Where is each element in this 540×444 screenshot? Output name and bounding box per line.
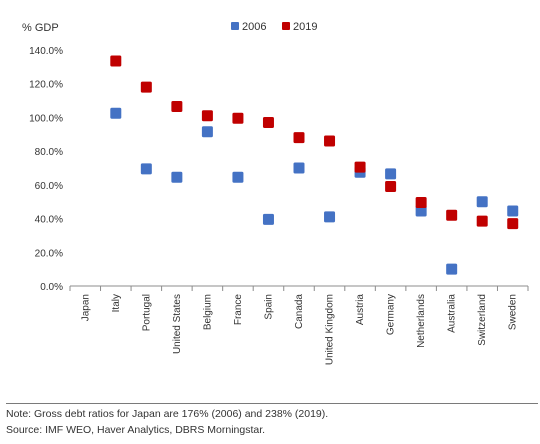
- marker-2019: [507, 218, 519, 230]
- axes: 0.0% 20.0% 40.0% 60.0% 80.0% 100.0% 120.0% 140.…: [29, 46, 529, 365]
- x-tick-label: Switzerland: [477, 294, 488, 346]
- marker-2019: [232, 112, 244, 124]
- marker-2019: [324, 135, 336, 147]
- legend-swatch-2019: [282, 22, 290, 30]
- y-tick-label: 40.0%: [35, 215, 63, 226]
- legend-label-2019: 2019: [293, 21, 317, 33]
- marker-2019: [415, 197, 427, 209]
- marker-2006: [446, 263, 458, 275]
- x-tick-label: Sweden: [508, 294, 519, 330]
- note-divider: [6, 403, 538, 404]
- marker-2006: [262, 213, 274, 225]
- marker-2019: [201, 110, 213, 122]
- x-tick-label: Belgium: [202, 294, 213, 330]
- legend-swatch-2006: [231, 22, 239, 30]
- y-axis-unit-label: % GDP: [22, 22, 59, 34]
- x-tick-label: Netherlands: [416, 294, 427, 348]
- marker-2019: [110, 55, 122, 67]
- marker-2019: [293, 132, 305, 144]
- x-tick-label: Australia: [447, 294, 458, 333]
- marker-2019: [140, 81, 152, 93]
- y-tick-label: 80.0%: [35, 147, 63, 158]
- legend-label-2006: 2006: [242, 21, 266, 33]
- marker-2019: [476, 215, 488, 227]
- x-tick-label: France: [233, 294, 244, 326]
- y-tick-label: 20.0%: [35, 248, 63, 259]
- y-tick-label: 60.0%: [35, 181, 63, 192]
- marker-2006: [385, 168, 397, 180]
- marker-2006: [293, 162, 305, 174]
- x-tick-label: United Kingdom: [325, 294, 336, 365]
- marker-2006: [171, 171, 183, 183]
- marker-2006: [110, 107, 122, 119]
- marker-2006: [201, 126, 213, 138]
- legend: 2006 2019: [231, 21, 317, 33]
- y-tick-label: 100.0%: [29, 113, 63, 124]
- x-tick-label: Germany: [386, 294, 397, 335]
- marker-2006: [415, 205, 427, 217]
- x-tick-label: United States: [172, 294, 183, 354]
- y-tick-label: 0.0%: [40, 282, 63, 293]
- marker-2019: [385, 181, 397, 193]
- marker-2006: [324, 211, 336, 223]
- source-text: Source: IMF WEO, Haver Analytics, DBRS M…: [6, 424, 266, 436]
- marker-2019: [446, 209, 458, 221]
- x-tick-label: Spain: [263, 294, 274, 320]
- x-tick-label: Italy: [111, 294, 122, 312]
- marker-2019: [262, 116, 274, 128]
- marker-2006: [232, 171, 244, 183]
- x-tick-label: Austria: [355, 294, 366, 326]
- x-tick-label: Canada: [294, 294, 305, 329]
- y-tick-label: 140.0%: [29, 46, 63, 57]
- x-tick-label: Portugal: [141, 294, 152, 331]
- marker-2019: [171, 100, 183, 112]
- debt-chart: % GDP 2006 2019 0.0% 20.0% 40.0% 60.0% 80.0% 1…: [22, 21, 529, 365]
- y-tick-label: 120.0%: [29, 80, 63, 91]
- x-tick-label: Japan: [80, 294, 91, 321]
- marker-2006: [476, 196, 488, 208]
- marker-2006: [507, 205, 519, 217]
- note-text: Note: Gross debt ratios for Japan are 17…: [6, 408, 329, 420]
- marker-2019: [354, 161, 366, 173]
- marker-2006: [140, 163, 152, 175]
- data-markers: [110, 55, 519, 275]
